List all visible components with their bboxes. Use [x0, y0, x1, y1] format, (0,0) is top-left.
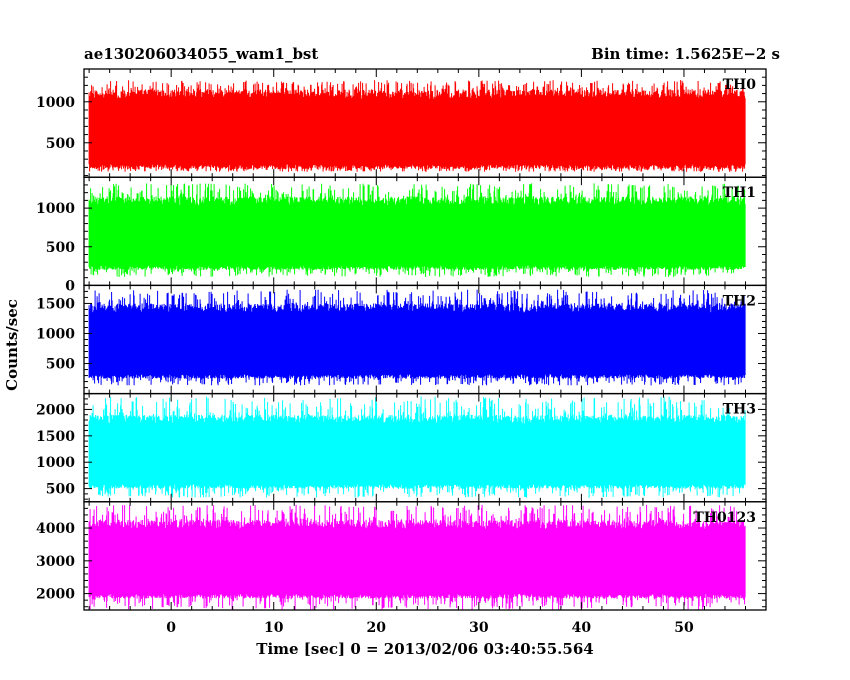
x-tick-label: 0	[166, 620, 176, 636]
y-tick-label: 1000	[36, 201, 75, 217]
panel-th2: 500 1000 1500 TH2	[36, 284, 767, 395]
x-axis: 0 10 20 30 40 50	[166, 620, 694, 636]
x-tick-label: 50	[674, 620, 694, 636]
y-tick-label: 0	[65, 278, 75, 294]
x-axis-label: Time [sec] 0 = 2013/02/06 03:40:55.564	[256, 640, 593, 658]
y-tick-label: 4000	[36, 521, 75, 537]
x-tick-label: 10	[264, 620, 284, 636]
panel-label-th3: TH3	[723, 402, 756, 418]
panel-th0: 500 1000 TH0	[36, 68, 767, 178]
y-tick-label: 500	[46, 240, 75, 256]
y-axis-label: Counts/sec	[3, 299, 21, 391]
y-tick-label: 500	[46, 482, 75, 498]
panel-label-th2: TH2	[723, 293, 756, 309]
panel-label-th1: TH1	[723, 185, 756, 201]
x-tick-label: 30	[469, 620, 489, 636]
chart-title: ae130206034055_wam1_bst	[84, 45, 318, 63]
panel-th1: 0 500 1000 TH1	[36, 176, 767, 294]
y-tick-label: 500	[46, 357, 75, 373]
chart-subtitle: Bin time: 1.5625E−2 s	[591, 45, 780, 63]
y-tick-label: 1000	[36, 326, 75, 342]
series-th2-line	[88, 289, 746, 386]
y-tick-label: 1500	[36, 296, 75, 312]
panel-frame	[83, 501, 767, 611]
panel-th0123: 2000 3000 4000 TH0123	[36, 501, 767, 611]
y-tick-label: 1500	[36, 429, 75, 445]
y-tick-label: 3000	[36, 554, 75, 570]
panel-label-th0123: TH0123	[693, 510, 756, 526]
panel-label-th0: TH0	[723, 77, 757, 93]
y-tick-label: 1000	[36, 95, 75, 111]
series-th0-line	[88, 80, 746, 172]
y-tick-label: 2000	[36, 402, 75, 418]
x-tick-label: 20	[367, 620, 387, 636]
x-tick-label: 40	[572, 620, 592, 636]
y-tick-label: 1000	[36, 455, 75, 471]
series-th3-line	[88, 396, 746, 498]
y-tick-label: 500	[46, 136, 75, 152]
series-th0123-line	[88, 504, 746, 610]
y-tick-label: 2000	[36, 587, 75, 603]
panels-group: 500 1000 TH0 0 500 1000 TH1 500 1000 1500 TH2 500 10…	[36, 68, 767, 611]
panel-th3: 500 1000 1500 2000 TH3	[36, 392, 767, 503]
series-th1-line	[88, 183, 746, 277]
